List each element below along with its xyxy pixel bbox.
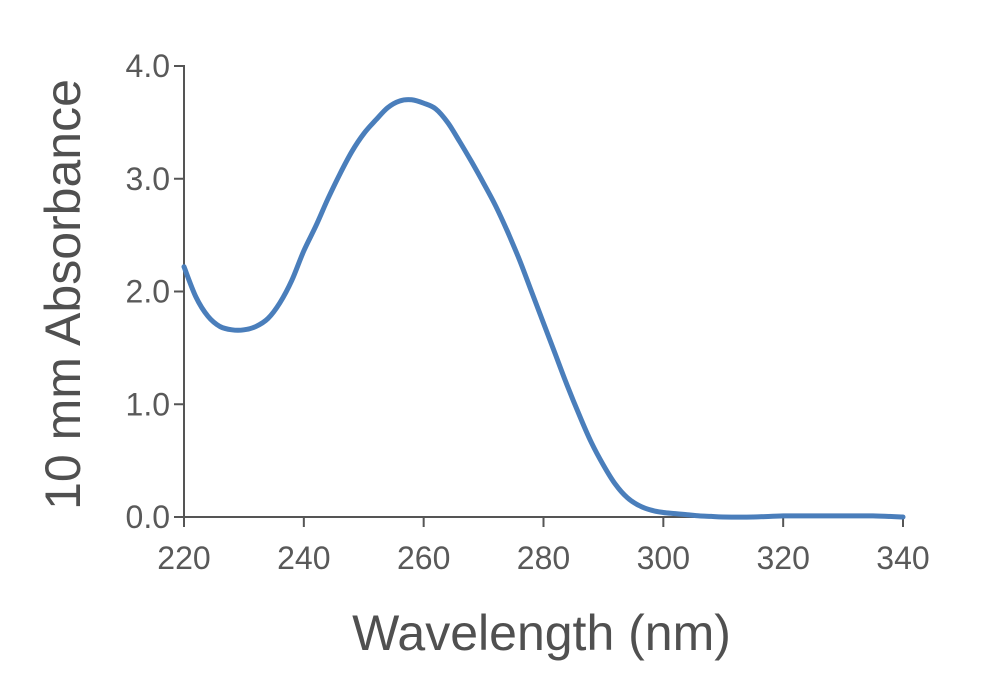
y-ticks: 0.0 1.0 2.0 3.0 4.0 xyxy=(126,48,184,535)
x-tick-label: 280 xyxy=(517,540,570,576)
x-tick-label: 320 xyxy=(756,540,809,576)
series-line xyxy=(181,97,906,520)
y-tick-label: 2.0 xyxy=(126,274,170,310)
x-tick-label: 220 xyxy=(157,540,210,576)
x-tick-label: 240 xyxy=(277,540,330,576)
x-tick-label: 260 xyxy=(397,540,450,576)
x-ticks: 220 240 260 280 300 320 340 xyxy=(157,517,930,576)
x-tick-label: 340 xyxy=(876,540,929,576)
y-tick-label: 1.0 xyxy=(126,386,170,422)
y-tick-label: 4.0 xyxy=(126,48,170,84)
y-tick-label: 0.0 xyxy=(126,499,170,535)
axes xyxy=(174,65,903,518)
x-axis-title: Wavelength (nm) xyxy=(352,605,731,661)
y-tick-label: 3.0 xyxy=(126,161,170,197)
series-group xyxy=(181,97,906,520)
y-axis-title: 10 mm Absorbance xyxy=(35,79,91,510)
x-tick-label: 300 xyxy=(637,540,690,576)
